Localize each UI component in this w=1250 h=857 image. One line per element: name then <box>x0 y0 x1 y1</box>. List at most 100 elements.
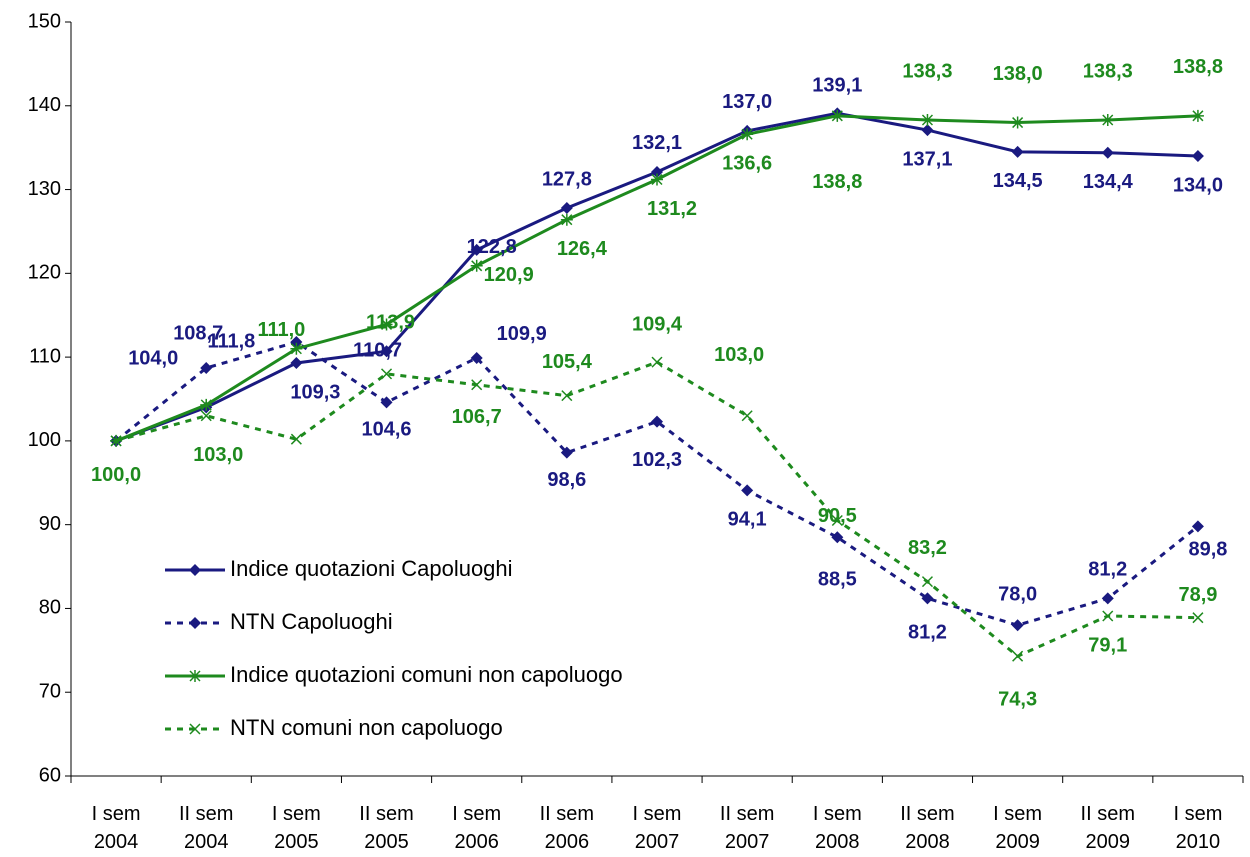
y-tick-label: 140 <box>28 94 61 116</box>
data-label: 120,9 <box>484 264 534 286</box>
data-point <box>110 435 122 447</box>
legend-marker <box>189 617 201 629</box>
data-label: 98,6 <box>547 469 586 491</box>
data-label: 104,0 <box>128 348 178 370</box>
data-point <box>470 243 483 256</box>
data-label: 137,1 <box>902 148 952 170</box>
data-point <box>921 124 934 137</box>
data-point <box>200 410 212 422</box>
data-point <box>290 433 302 445</box>
data-label: 127,8 <box>542 168 592 190</box>
data-point <box>1191 150 1204 163</box>
data-label: 105,4 <box>542 351 593 373</box>
data-point <box>651 415 663 428</box>
data-label: 103,0 <box>714 344 764 366</box>
data-point <box>1101 114 1114 127</box>
data-label: 78,9 <box>1178 584 1217 606</box>
y-tick-label: 100 <box>28 429 61 451</box>
y-tick-label: 70 <box>39 681 61 703</box>
x-tick-label: II sem 2005 <box>359 803 414 853</box>
x-tick-label: I sem 2008 <box>812 803 862 853</box>
data-point <box>200 398 213 411</box>
x-tick-label: I sem 2004 <box>91 803 141 853</box>
data-label: 126,4 <box>557 238 608 260</box>
x-tick-label: II sem 2006 <box>539 803 595 853</box>
data-label: 106,7 <box>452 406 502 428</box>
data-point <box>470 259 483 272</box>
data-point <box>381 368 393 380</box>
data-label: 137,0 <box>722 91 772 113</box>
data-point <box>290 356 303 369</box>
x-tick-label: I sem 2006 <box>452 803 502 853</box>
legend-label: Indice quotazioni comuni non capoluogo <box>230 662 623 687</box>
data-point <box>651 173 663 186</box>
data-point <box>921 114 934 127</box>
data-point <box>560 446 573 459</box>
data-point <box>380 396 393 409</box>
data-point <box>831 514 843 527</box>
data-label: 78,0 <box>998 583 1037 605</box>
y-tick-label: 80 <box>39 597 61 619</box>
data-point <box>1011 619 1024 632</box>
data-point <box>921 576 933 588</box>
data-point <box>290 342 303 355</box>
data-label: 132,1 <box>632 132 682 154</box>
data-point <box>651 165 663 178</box>
data-label: 83,2 <box>908 537 947 559</box>
x-tick-label: I sem 2010 <box>1173 803 1223 853</box>
data-label: 134,5 <box>993 170 1043 192</box>
data-label: 109,9 <box>497 323 547 345</box>
data-label: 134,0 <box>1173 174 1223 196</box>
data-label: 104,6 <box>362 419 412 441</box>
y-tick-label: 90 <box>39 513 61 535</box>
data-label: 109,3 <box>290 381 340 403</box>
data-point <box>1101 146 1114 159</box>
data-label: 110,7 <box>353 340 402 362</box>
x-tick-label: II sem 2007 <box>719 803 775 853</box>
data-point <box>741 410 753 422</box>
data-label: 111,0 <box>257 319 305 341</box>
y-tick-label: 110 <box>29 345 61 367</box>
data-point <box>831 109 844 122</box>
data-label: 138,3 <box>902 60 952 82</box>
series-line <box>115 111 1198 443</box>
data-label: 102,3 <box>632 449 682 471</box>
data-point <box>1011 145 1024 158</box>
data-point <box>560 213 573 226</box>
data-point <box>1012 650 1024 662</box>
data-label: 109,4 <box>632 313 683 335</box>
y-tick-label: 120 <box>28 262 61 284</box>
data-point <box>560 201 573 214</box>
data-point <box>380 345 393 358</box>
legend-marker <box>189 723 201 735</box>
legend-label: Indice quotazioni Capoluoghi <box>230 556 513 581</box>
legend-marker <box>189 670 201 682</box>
data-label: 79,1 <box>1088 634 1127 656</box>
data-point <box>1191 109 1204 122</box>
data-label: 122,8 <box>467 236 517 258</box>
data-label: 136,6 <box>722 153 772 175</box>
data-label: 111,8 <box>207 330 255 352</box>
data-point <box>921 592 934 605</box>
data-label: 138,8 <box>1173 56 1223 78</box>
data-label: 138,0 <box>993 63 1043 85</box>
data-point <box>1102 610 1114 622</box>
data-point <box>741 484 754 497</box>
data-label: 139,1 <box>812 75 862 97</box>
data-label: 131,2 <box>647 198 697 220</box>
legend-label: NTN comuni non capoluogo <box>230 715 503 740</box>
data-label: 74,3 <box>998 688 1037 710</box>
data-point <box>1101 592 1114 605</box>
data-label: 108,7 <box>173 322 223 344</box>
x-tick-label: I sem 2007 <box>632 803 682 853</box>
data-label: 89,8 <box>1188 539 1227 561</box>
legend-marker <box>189 564 201 576</box>
data-label: 138,3 <box>1083 60 1133 82</box>
x-tick-label: II sem 2004 <box>178 803 234 853</box>
data-label: 134,4 <box>1083 171 1134 193</box>
data-point <box>470 351 483 364</box>
data-point <box>651 356 663 368</box>
data-label: 94,1 <box>728 509 767 531</box>
x-tick-label: II sem 2008 <box>900 803 955 853</box>
